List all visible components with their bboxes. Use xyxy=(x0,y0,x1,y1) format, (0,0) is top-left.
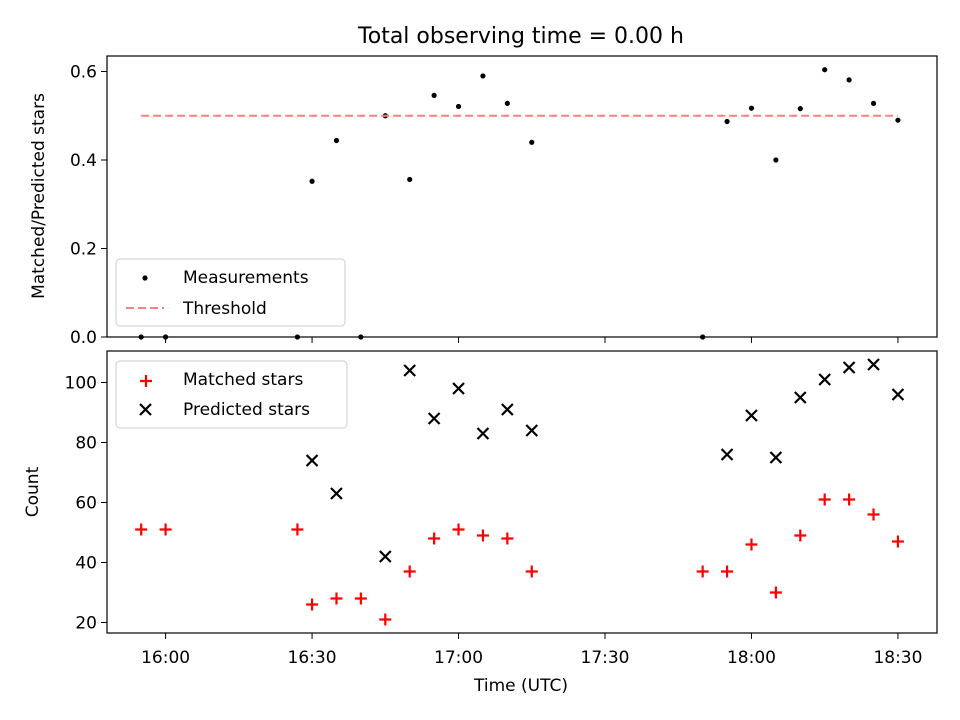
predicted-stars-point xyxy=(305,454,319,467)
predicted-stars-point xyxy=(427,412,441,425)
top-legend: Measurements Threshold xyxy=(115,258,346,327)
predicted-stars-point xyxy=(501,403,514,416)
legend-box xyxy=(115,258,346,327)
predicted-stars-point xyxy=(891,388,905,401)
matched-stars-point xyxy=(867,508,880,521)
measurement-point xyxy=(724,118,730,125)
predicted-stars-point xyxy=(452,382,465,395)
predicted-stars-point xyxy=(379,550,392,563)
y-tick-label: 0.2 xyxy=(70,239,97,259)
x-axis-label: Time (UTC) xyxy=(473,676,568,696)
x-tick-label: 17:00 xyxy=(434,648,483,668)
measurement-point xyxy=(407,176,413,183)
matched-stars-point xyxy=(843,493,856,506)
bottom-legend: Matched stars Predicted stars xyxy=(115,360,348,429)
x-tick-label: 18:30 xyxy=(873,648,922,668)
bottom-axes: 20 40 60 80 100 16:00 16:30 17:00 17:30 18:00 18:3… xyxy=(65,374,923,669)
legend-x-marker xyxy=(139,403,152,416)
y-tick-label: 0.6 xyxy=(70,62,97,82)
y-tick-label: 60 xyxy=(75,494,97,514)
measurement-point xyxy=(895,117,901,123)
top-marks xyxy=(138,67,901,340)
measurement-point xyxy=(870,100,877,106)
predicted-stars-point xyxy=(403,364,416,377)
y-tick-label: 0.4 xyxy=(70,151,97,171)
matched-stars-point xyxy=(891,535,904,548)
matched-stars-point xyxy=(135,523,148,536)
ratio-panel: Total observing time = 0.00 h Matched/Pr… xyxy=(29,24,938,348)
predicted-stars-point xyxy=(745,409,758,422)
measurement-point xyxy=(822,67,828,73)
predicted-stars-point xyxy=(720,448,734,461)
y-tick-label: 100 xyxy=(65,374,97,394)
measurement-point xyxy=(309,178,315,184)
measurement-point xyxy=(797,106,803,112)
matched-stars-point xyxy=(745,538,758,551)
measurement-point xyxy=(431,92,437,98)
x-tick-label: 16:30 xyxy=(288,648,337,668)
matched-stars-point xyxy=(794,529,807,542)
matched-stars-point xyxy=(159,523,172,536)
legend-dot-marker xyxy=(142,275,148,281)
matched-stars-point xyxy=(501,532,514,545)
y-tick-label: 80 xyxy=(75,434,97,454)
predicted-stars-point xyxy=(842,361,856,374)
measurement-point xyxy=(455,103,462,110)
measurement-point xyxy=(333,137,340,144)
measurement-point xyxy=(748,105,755,111)
matched-stars-point xyxy=(452,523,465,536)
legend-label-predicted: Predicted stars xyxy=(183,400,310,420)
matched-stars-point xyxy=(306,598,319,611)
y-tick-label: 40 xyxy=(75,554,97,574)
matched-stars-point xyxy=(403,565,416,578)
measurement-point xyxy=(504,100,510,106)
predicted-stars-point xyxy=(818,373,831,386)
matched-stars-point xyxy=(818,493,831,506)
matched-stars-point xyxy=(525,565,538,578)
predicted-stars-point xyxy=(476,427,490,440)
matched-stars-point xyxy=(354,592,367,605)
legend-label-threshold: Threshold xyxy=(182,299,267,319)
predicted-stars-point xyxy=(867,358,880,371)
matched-stars-point xyxy=(330,592,343,605)
y-tick-label: 20 xyxy=(75,614,97,634)
y-axis-label: Matched/Predicted stars xyxy=(29,93,49,299)
measurement-point xyxy=(773,157,779,163)
legend-plus-marker xyxy=(140,375,152,387)
legend-label-matched: Matched stars xyxy=(183,370,303,390)
measurement-point xyxy=(846,77,852,83)
predicted-stars-point xyxy=(330,487,343,500)
x-tick-label: 16:00 xyxy=(141,648,190,668)
count-panel: Count Time (UTC) 20 40 60 80 100 16:00 16:30 17… xyxy=(23,350,938,696)
predicted-stars-point xyxy=(769,451,783,464)
matched-stars-point xyxy=(721,565,734,578)
matched-stars-point xyxy=(476,529,489,542)
matched-stars-point xyxy=(379,613,392,626)
y-tick-label: 0.0 xyxy=(70,328,97,348)
matched-stars-point xyxy=(696,565,709,578)
top-plot-frame xyxy=(106,55,938,338)
x-tick-label: 17:30 xyxy=(581,648,630,668)
matched-stars-point xyxy=(428,532,441,545)
measurement-point xyxy=(480,73,486,79)
top-axes: 0.0 0.2 0.4 0.6 xyxy=(70,62,899,348)
matched-stars-point xyxy=(769,586,782,599)
measurement-point xyxy=(529,139,535,145)
bottom-marks xyxy=(135,358,905,626)
legend-label-measurements: Measurements xyxy=(183,268,309,288)
matched-stars-point xyxy=(291,523,304,536)
predicted-stars-point xyxy=(525,424,539,437)
bottom-plot-frame xyxy=(106,350,938,634)
x-tick-label: 18:00 xyxy=(727,648,776,668)
predicted-stars-point xyxy=(794,391,807,404)
chart-title: Total observing time = 0.00 h xyxy=(357,24,684,49)
legend-box xyxy=(115,360,348,429)
y-axis-label: Count xyxy=(23,466,43,517)
